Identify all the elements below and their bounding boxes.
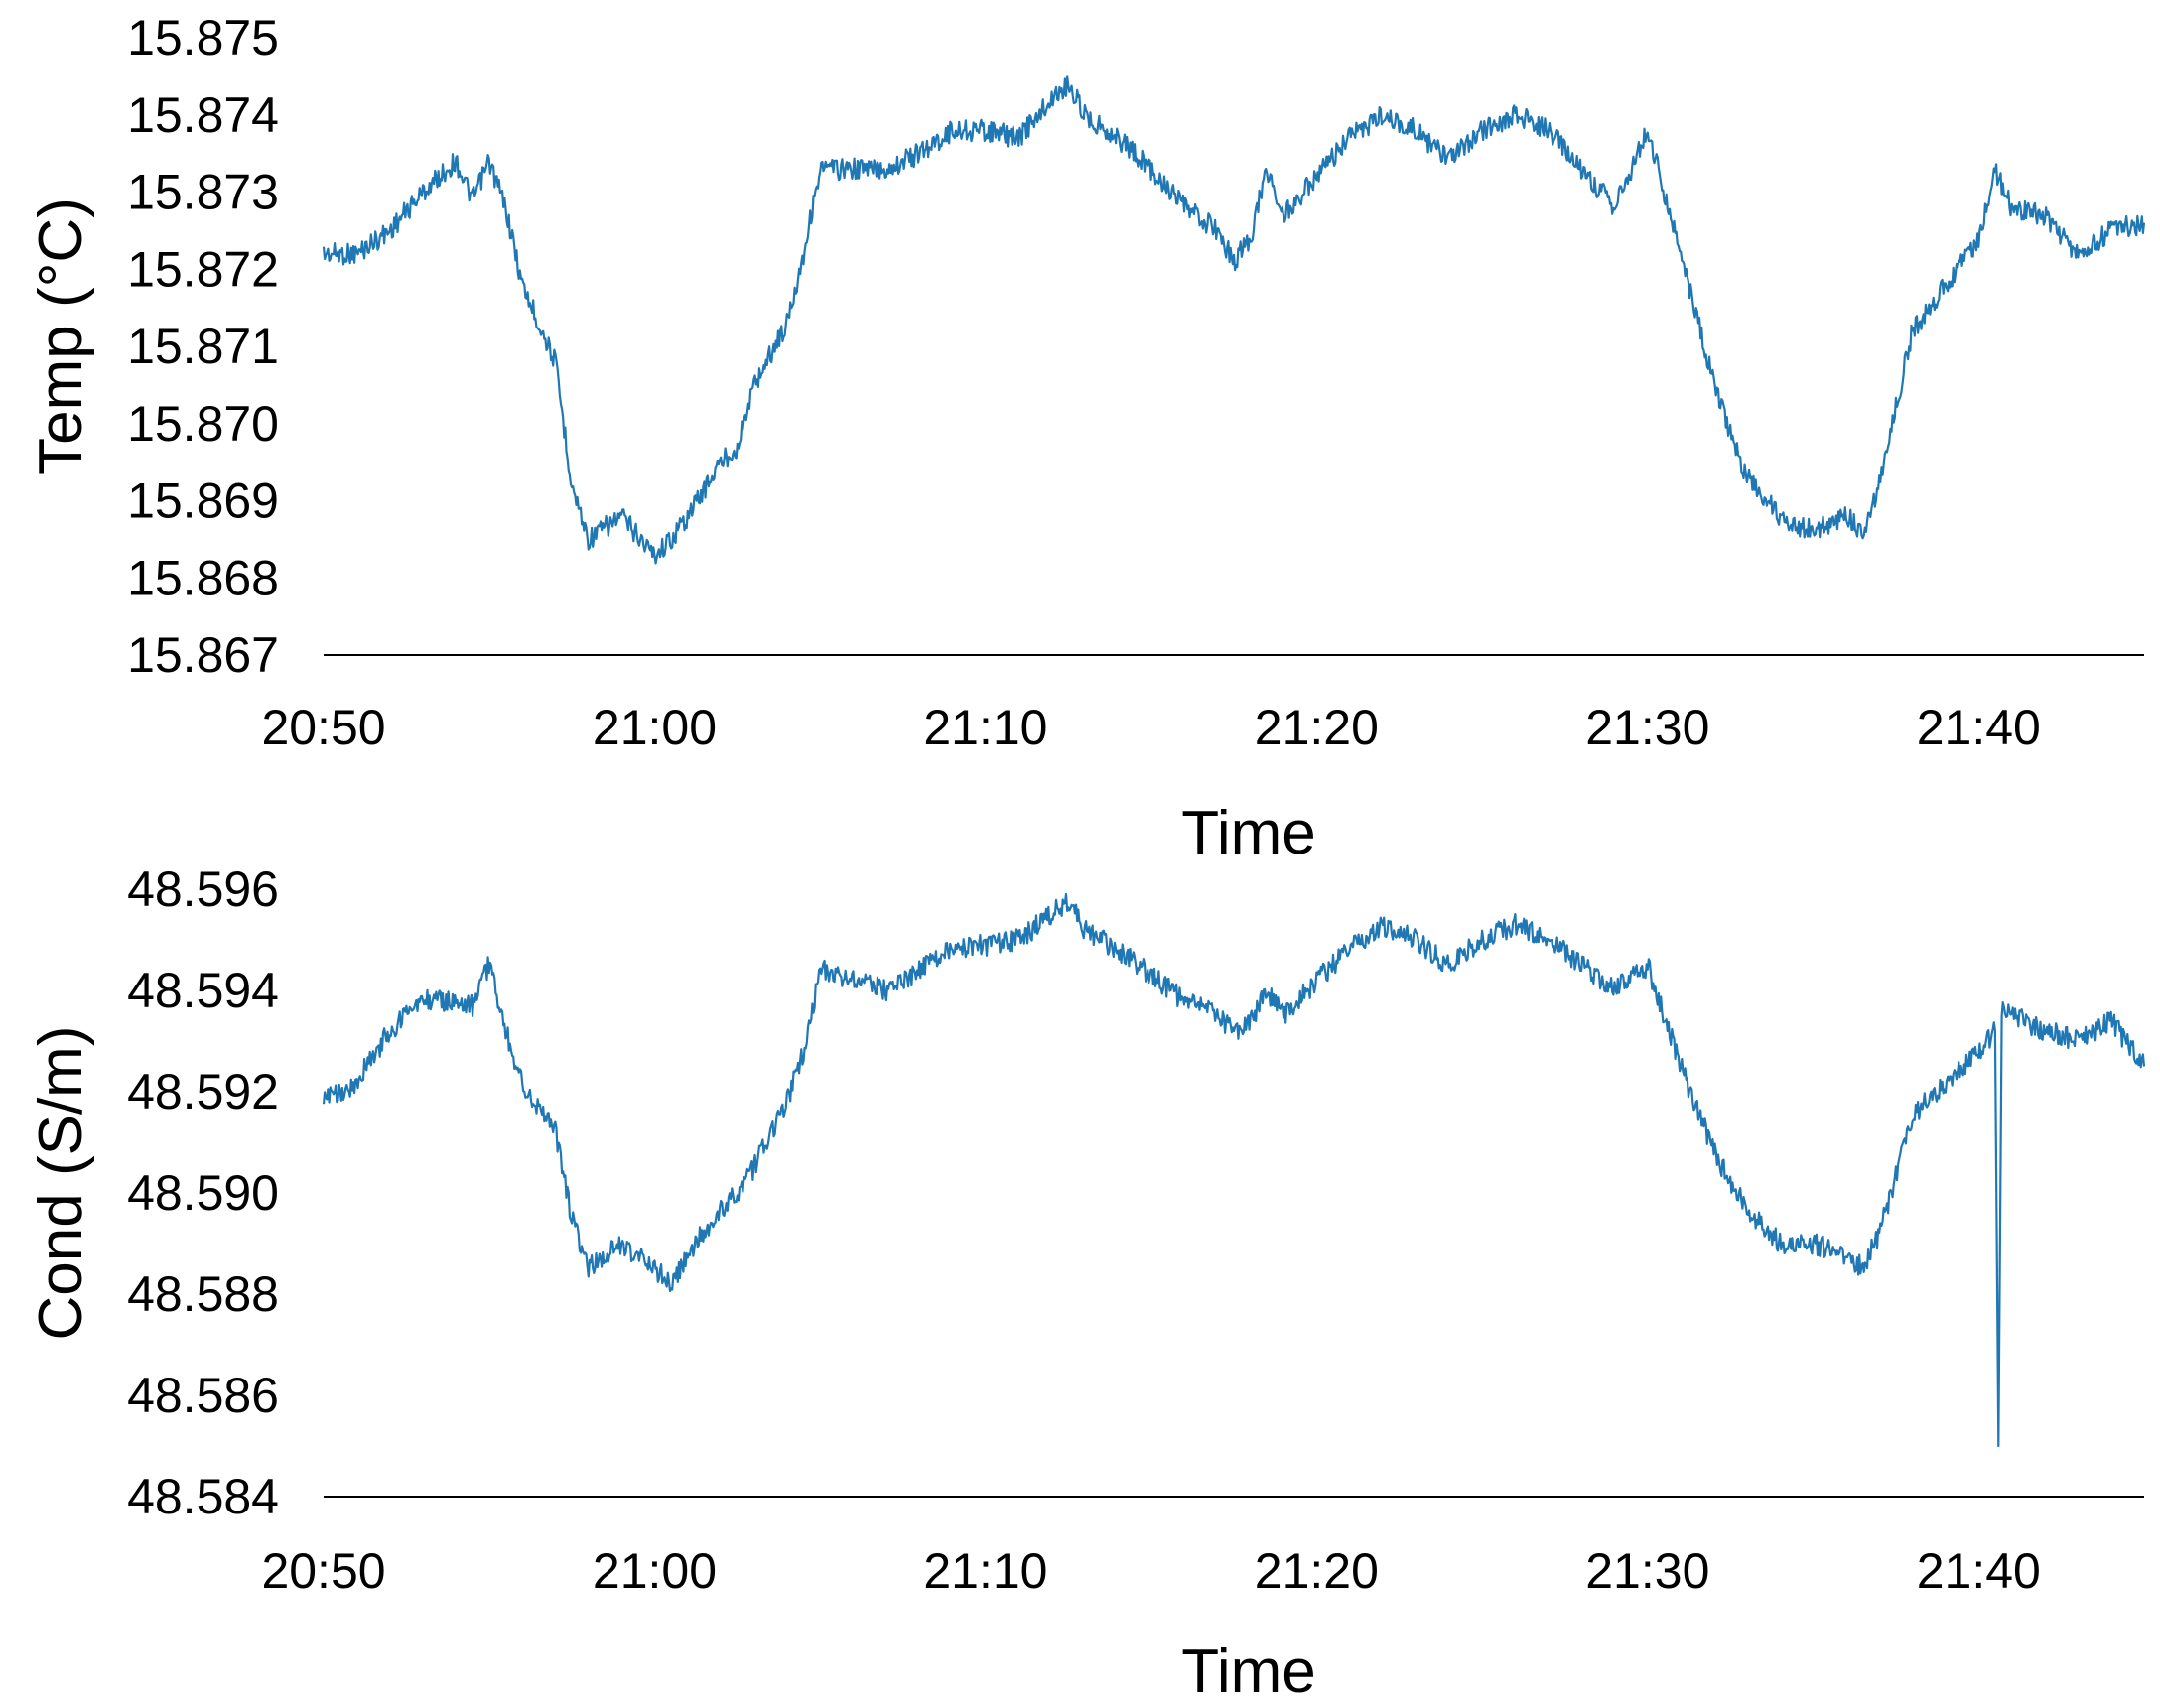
y-axis-title: Cond (S/m) <box>27 1026 95 1341</box>
y-tick-label: 15.868 <box>127 550 279 605</box>
y-tick-label: 15.871 <box>127 319 279 374</box>
x-axis-title: Time <box>1181 1638 1315 1706</box>
x-tick-label: 21:20 <box>1255 700 1379 755</box>
x-tick-label: 21:00 <box>593 1543 717 1599</box>
y-tick-label: 48.592 <box>127 1064 279 1119</box>
y-tick-label: 48.588 <box>127 1266 279 1322</box>
x-axis-title: Time <box>1181 799 1315 867</box>
y-tick-label: 48.590 <box>127 1165 279 1221</box>
y-tick-label: 48.596 <box>127 861 279 917</box>
x-tick-label: 21:20 <box>1255 1543 1379 1599</box>
x-tick-label: 21:40 <box>1917 700 2041 755</box>
cond-chart: 48.584 48.586 48.588 48.590 48.592 48.594 48.5… <box>27 861 2146 1706</box>
y-tick-label: 48.586 <box>127 1368 279 1423</box>
y-axis-title: Temp (°C) <box>27 197 95 475</box>
y-tick-label: 15.869 <box>127 473 279 529</box>
x-tick-label: 21:10 <box>923 1543 1047 1599</box>
y-tick-label: 15.867 <box>127 627 279 683</box>
y-tick-label: 15.872 <box>127 241 279 297</box>
y-tick-label: 15.873 <box>127 165 279 220</box>
temp-chart: 15.867 15.868 15.869 15.870 15.871 15.872 15.8… <box>27 10 2146 867</box>
x-tick-label: 21:30 <box>1585 700 1709 755</box>
series-line <box>322 75 2146 565</box>
x-tick-label: 21:00 <box>593 700 717 755</box>
series-line <box>322 892 2146 1448</box>
x-tick-label: 20:50 <box>261 700 385 755</box>
x-tick-label: 21:30 <box>1585 1543 1709 1599</box>
y-tick-label: 48.594 <box>127 963 279 1018</box>
y-tick-label: 15.870 <box>127 396 279 452</box>
y-tick-label: 15.875 <box>127 10 279 66</box>
x-tick-label: 21:40 <box>1917 1543 2041 1599</box>
y-tick-label: 48.584 <box>127 1469 279 1524</box>
y-tick-label: 15.874 <box>127 87 279 143</box>
x-tick-label: 20:50 <box>261 1543 385 1599</box>
x-tick-label: 21:10 <box>923 700 1047 755</box>
